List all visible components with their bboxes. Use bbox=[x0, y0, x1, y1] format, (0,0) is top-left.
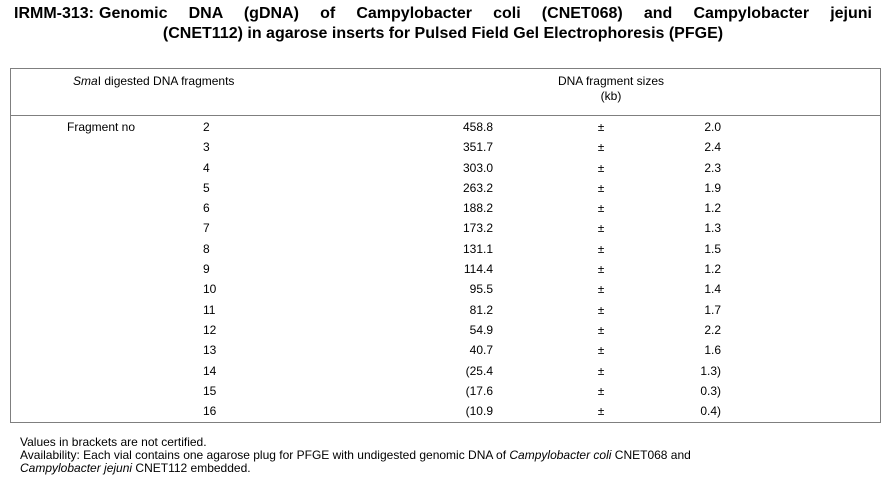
fragment-number: 15 bbox=[203, 383, 217, 398]
title-line-2: (CNET112) in agarose inserts for Pulsed … bbox=[162, 25, 724, 42]
note-availability: Availability: Each vial contains one aga… bbox=[20, 448, 691, 462]
table-row: 14 (25.4 ±1.3) bbox=[11, 364, 880, 384]
reference-code: IRMM-313: bbox=[14, 5, 95, 22]
plus-minus-sign: ± bbox=[597, 140, 605, 155]
column-header-sizes: DNA fragment sizes (kb) bbox=[557, 74, 665, 103]
table-row: 12 54.9 ±2.2 bbox=[11, 323, 880, 343]
note-availability-cont: Campylobacter jejuni CNET112 embedded. bbox=[20, 461, 251, 475]
plus-minus-sign: ± bbox=[597, 363, 605, 378]
fragment-size: 95.5 bbox=[469, 282, 493, 297]
uncertainty: 1.2 bbox=[704, 201, 721, 216]
uncertainty: 0.3) bbox=[700, 383, 721, 398]
fragment-number: 4 bbox=[203, 160, 210, 175]
plus-minus-sign: ± bbox=[597, 120, 605, 134]
fragment-size: 81.2 bbox=[469, 302, 493, 317]
fragment-number: 13 bbox=[203, 343, 217, 358]
plus-minus-sign: ± bbox=[597, 201, 605, 216]
table-row: 2 458.8 ±2.0 bbox=[11, 120, 880, 140]
fragment-size: (10.9 bbox=[465, 404, 493, 419]
plus-minus-sign: ± bbox=[597, 160, 605, 175]
fragment-number: 9 bbox=[203, 262, 210, 277]
table-row: 6 188.2 ±1.2 bbox=[11, 201, 880, 221]
table-row: 16 (10.9 ±0.4) bbox=[11, 404, 880, 424]
title-line-1: Genomic DNA (gDNA) of Campylobacter coli… bbox=[99, 5, 872, 22]
uncertainty: 2.4 bbox=[704, 140, 721, 155]
fragment-size: (25.4 bbox=[465, 363, 493, 378]
table-row: 13 40.7 ±1.6 bbox=[11, 343, 880, 363]
fragment-size: 131.1 bbox=[462, 241, 493, 256]
table-row: 15 (17.6 ±0.3) bbox=[11, 384, 880, 404]
table-row: 4 303.0 ±2.3 bbox=[11, 161, 880, 181]
fragment-number: 3 bbox=[203, 140, 210, 155]
fragment-number: 11 bbox=[203, 302, 216, 317]
uncertainty: 1.7 bbox=[704, 302, 721, 317]
uncertainty: 1.5 bbox=[704, 241, 721, 256]
fragment-number: 5 bbox=[203, 180, 210, 195]
uncertainty: 1.4 bbox=[704, 282, 721, 297]
fragment-size: 188.2 bbox=[462, 201, 493, 216]
plus-minus-sign: ± bbox=[597, 322, 605, 337]
fragment-table: SmaI digested DNA fragments DNA fragment… bbox=[10, 68, 881, 423]
table-body: 2 458.8 ±2.0 3 351.7 ±2.4 4 303.0 ±2.3 5 263.2 ±1.9… bbox=[11, 120, 880, 424]
table-row: 8 131.1 ±1.5 bbox=[11, 242, 880, 262]
uncertainty: 2.0 bbox=[704, 120, 721, 134]
document-title: IRMM-313: Genomic DNA (gDNA) of Campylob… bbox=[14, 4, 872, 44]
fragment-size: 351.7 bbox=[462, 140, 493, 155]
table-row: 10 95.5 ±1.4 bbox=[11, 282, 880, 302]
plus-minus-sign: ± bbox=[597, 383, 605, 398]
fragment-size: 263.2 bbox=[462, 180, 493, 195]
plus-minus-sign: ± bbox=[597, 404, 605, 419]
uncertainty: 2.3 bbox=[704, 160, 721, 175]
uncertainty: 2.2 bbox=[704, 322, 721, 337]
fragment-size: 173.2 bbox=[462, 221, 493, 236]
plus-minus-sign: ± bbox=[597, 221, 605, 236]
table-row: 5 263.2 ±1.9 bbox=[11, 181, 880, 201]
fragment-number: 16 bbox=[203, 404, 217, 419]
table-row: 9 114.4 ±1.2 bbox=[11, 262, 880, 282]
plus-minus-sign: ± bbox=[597, 180, 605, 195]
fragment-number: 2 bbox=[203, 120, 210, 134]
plus-minus-sign: ± bbox=[597, 262, 605, 277]
plus-minus-sign: ± bbox=[597, 302, 605, 317]
uncertainty: 0.4) bbox=[700, 404, 721, 419]
uncertainty: 1.3 bbox=[704, 221, 721, 236]
row-label: Fragment no bbox=[67, 120, 136, 134]
fragment-number: 8 bbox=[203, 241, 210, 256]
header-divider bbox=[11, 115, 880, 116]
fragment-size: 40.7 bbox=[469, 343, 493, 358]
fragment-size: 458.8 bbox=[462, 120, 493, 134]
plus-minus-sign: ± bbox=[597, 282, 605, 297]
fragment-size: 114.4 bbox=[463, 262, 493, 277]
fragment-number: 7 bbox=[203, 221, 210, 236]
plus-minus-sign: ± bbox=[597, 343, 605, 358]
fragment-number: 12 bbox=[203, 322, 217, 337]
fragment-size: 303.0 bbox=[462, 160, 493, 175]
column-header-fragments: SmaI digested DNA fragments bbox=[73, 74, 235, 88]
table-row: 11 81.2 ±1.7 bbox=[11, 303, 880, 323]
plus-minus-sign: ± bbox=[597, 241, 605, 256]
uncertainty: 1.2 bbox=[704, 262, 721, 277]
table-row: 7 173.2 ±1.3 bbox=[11, 221, 880, 241]
fragment-number: 14 bbox=[203, 363, 217, 378]
footnotes: Values in brackets are not certified. Av… bbox=[20, 436, 880, 475]
note-certified: Values in brackets are not certified. bbox=[20, 435, 207, 449]
uncertainty: 1.9 bbox=[704, 180, 721, 195]
uncertainty: 1.6 bbox=[704, 343, 721, 358]
fragment-number: 10 bbox=[203, 282, 217, 297]
uncertainty: 1.3) bbox=[700, 363, 721, 378]
fragment-size: (17.6 bbox=[465, 383, 493, 398]
table-row: 3 351.7 ±2.4 bbox=[11, 140, 880, 160]
fragment-size: 54.9 bbox=[469, 322, 493, 337]
fragment-number: 6 bbox=[203, 201, 210, 216]
